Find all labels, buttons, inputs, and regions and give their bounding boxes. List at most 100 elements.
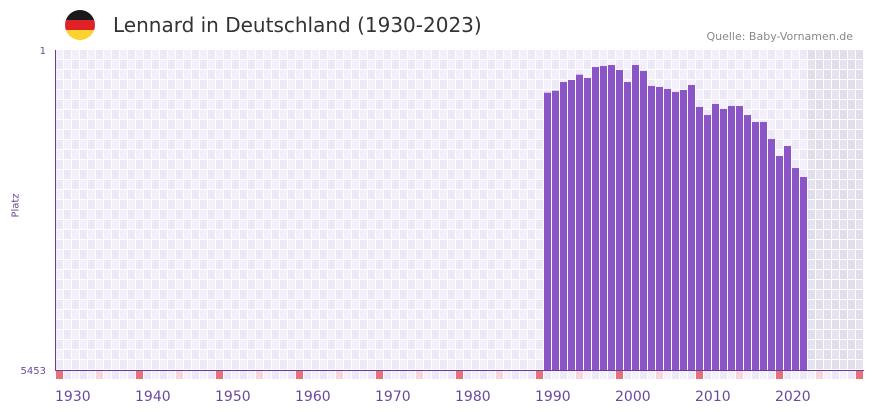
grid-cell bbox=[360, 220, 367, 229]
grid-cell bbox=[104, 50, 111, 59]
grid-cell bbox=[120, 360, 127, 369]
grid-cell bbox=[536, 320, 543, 329]
grid-cell bbox=[96, 160, 103, 169]
grid-cell bbox=[232, 230, 239, 239]
grid-cell bbox=[792, 150, 799, 159]
grid-cell bbox=[320, 180, 327, 189]
grid-cell bbox=[528, 110, 535, 119]
grid-cell bbox=[736, 70, 743, 79]
grid-cell bbox=[296, 310, 303, 319]
grid-cell bbox=[152, 180, 159, 189]
grid-cell bbox=[56, 80, 63, 89]
grid-cell bbox=[400, 240, 407, 249]
grid-cell bbox=[408, 100, 415, 109]
grid-cell bbox=[136, 280, 143, 289]
grid-cell bbox=[352, 290, 359, 299]
bar-2007 bbox=[672, 92, 679, 370]
grid-cell bbox=[80, 320, 87, 329]
year-marker bbox=[552, 371, 559, 379]
year-marker bbox=[744, 371, 751, 379]
grid-cell bbox=[576, 60, 583, 69]
grid-cell bbox=[576, 50, 583, 59]
grid-cell bbox=[296, 260, 303, 269]
grid-cell bbox=[216, 60, 223, 69]
grid-cell bbox=[712, 60, 719, 69]
grid-cell bbox=[216, 330, 223, 339]
grid-cell bbox=[176, 250, 183, 259]
grid-cell bbox=[200, 300, 207, 309]
grid-cell bbox=[496, 120, 503, 129]
grid-cell bbox=[128, 210, 135, 219]
grid-cell bbox=[816, 290, 823, 299]
grid-cell bbox=[296, 250, 303, 259]
grid-cell bbox=[592, 60, 599, 69]
grid-cell bbox=[120, 210, 127, 219]
grid-cell bbox=[456, 220, 463, 229]
grid-cell bbox=[248, 230, 255, 239]
grid-cell bbox=[288, 160, 295, 169]
grid-cell bbox=[160, 330, 167, 339]
grid-cell bbox=[216, 360, 223, 369]
grid-cell bbox=[816, 130, 823, 139]
grid-cell bbox=[136, 300, 143, 309]
grid-cell bbox=[832, 140, 839, 149]
grid-cell bbox=[168, 280, 175, 289]
grid-cell bbox=[176, 290, 183, 299]
grid-cell bbox=[120, 160, 127, 169]
grid-cell bbox=[840, 360, 847, 369]
grid-cell bbox=[504, 220, 511, 229]
grid-cell bbox=[280, 110, 287, 119]
grid-cell bbox=[136, 130, 143, 139]
grid-cell bbox=[56, 330, 63, 339]
grid-cell bbox=[320, 350, 327, 359]
grid-cell bbox=[312, 220, 319, 229]
grid-cell bbox=[112, 230, 119, 239]
grid-cell bbox=[72, 200, 79, 209]
grid-cell bbox=[352, 180, 359, 189]
grid-cell bbox=[352, 150, 359, 159]
year-marker bbox=[184, 371, 191, 379]
grid-cell bbox=[440, 220, 447, 229]
grid-cell bbox=[432, 260, 439, 269]
grid-cell bbox=[776, 140, 783, 149]
grid-cell bbox=[184, 230, 191, 239]
grid-cell bbox=[824, 330, 831, 339]
grid-cell bbox=[488, 110, 495, 119]
grid-cell bbox=[336, 210, 343, 219]
year-marker bbox=[176, 371, 183, 379]
grid-cell bbox=[808, 150, 815, 159]
year-marker bbox=[600, 371, 607, 379]
grid-cell bbox=[264, 260, 271, 269]
grid-cell bbox=[304, 320, 311, 329]
grid-cell bbox=[400, 100, 407, 109]
grid-cell bbox=[176, 350, 183, 359]
grid-cell bbox=[320, 150, 327, 159]
grid-cell bbox=[656, 50, 663, 59]
grid-cell bbox=[240, 350, 247, 359]
grid-cell bbox=[384, 300, 391, 309]
grid-cell bbox=[320, 220, 327, 229]
grid-cell bbox=[448, 90, 455, 99]
grid-cell bbox=[472, 90, 479, 99]
grid-cell bbox=[208, 130, 215, 139]
grid-cell bbox=[816, 280, 823, 289]
grid-cell bbox=[288, 90, 295, 99]
grid-cell bbox=[432, 330, 439, 339]
grid-cell bbox=[376, 160, 383, 169]
grid-cell bbox=[512, 160, 519, 169]
grid-cell bbox=[712, 70, 719, 79]
grid-cell bbox=[520, 200, 527, 209]
grid-cell bbox=[816, 100, 823, 109]
grid-cell bbox=[336, 50, 343, 59]
grid-cell bbox=[304, 220, 311, 229]
grid-cell bbox=[408, 60, 415, 69]
grid-cell bbox=[504, 240, 511, 249]
grid-cell bbox=[72, 340, 79, 349]
grid-cell bbox=[440, 230, 447, 239]
grid-cell bbox=[152, 100, 159, 109]
year-marker bbox=[200, 371, 207, 379]
bar-2015 bbox=[736, 105, 743, 370]
grid-cell bbox=[192, 130, 199, 139]
grid-cell bbox=[840, 260, 847, 269]
grid-cell bbox=[504, 60, 511, 69]
